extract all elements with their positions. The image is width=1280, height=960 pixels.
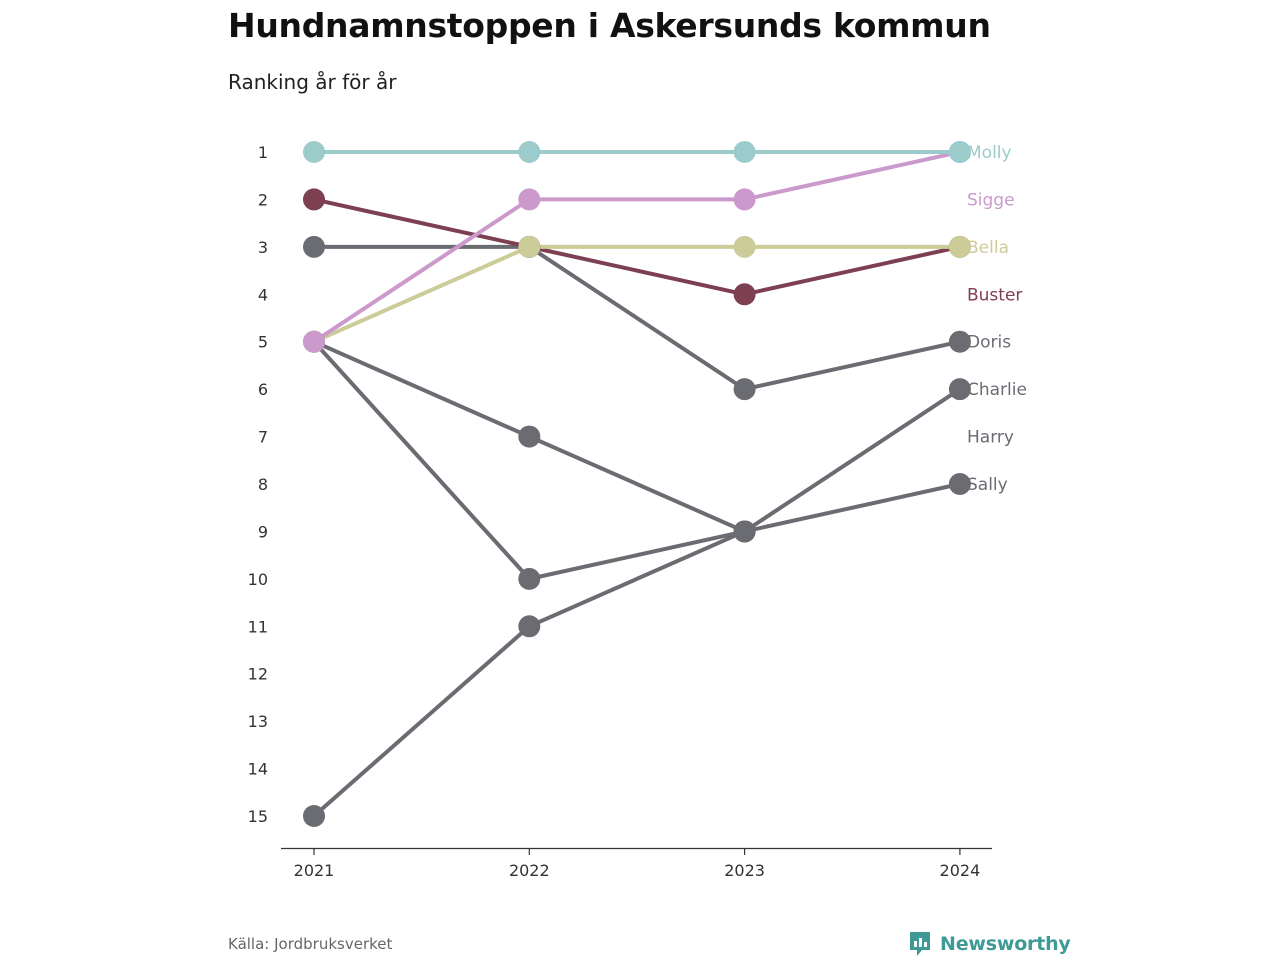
series-line-sigge xyxy=(312,150,962,344)
series-line-sally xyxy=(312,339,962,534)
point-sigge-2021 xyxy=(303,330,325,353)
end-label-bella: Bella xyxy=(967,238,1009,258)
y-tick-label-8: 8 xyxy=(258,475,268,494)
series-line-bella xyxy=(312,244,962,344)
y-tick-label-14: 14 xyxy=(248,760,268,779)
point-molly-2022 xyxy=(518,141,541,163)
y-tick-label-5: 5 xyxy=(258,333,268,352)
chart-title: Hundnamnstoppen i Askersunds kommun xyxy=(228,6,991,45)
point-bella-2024 xyxy=(948,235,971,258)
point-sally-2024 xyxy=(948,473,971,496)
y-tick-label-7: 7 xyxy=(258,428,268,447)
point-doris-2021 xyxy=(303,235,325,258)
point-sigge-2022 xyxy=(518,188,541,211)
point-sigge-2023 xyxy=(733,188,756,211)
series-points xyxy=(303,141,971,828)
end-label-harry: Harry xyxy=(967,428,1014,448)
end-labels: Molly Sigge Bella Buster Doris Charlie Harry Sa… xyxy=(967,143,1027,495)
newsworthy-logo-icon xyxy=(910,932,930,956)
y-tick-label-1: 1 xyxy=(258,143,268,162)
y-tick-label-6: 6 xyxy=(258,380,268,399)
x-tick-label-2022: 2022 xyxy=(509,861,550,880)
y-tick-label-3: 3 xyxy=(258,238,268,257)
point-molly-2023 xyxy=(733,141,756,163)
x-axis: 2021 2022 2023 2024 xyxy=(281,847,992,880)
series-line-buster xyxy=(312,197,962,297)
end-label-buster: Buster xyxy=(967,285,1022,305)
x-tick-label-2021: 2021 xyxy=(294,861,335,880)
point-charlie-2023 xyxy=(733,520,756,543)
point-doris-2023 xyxy=(733,378,756,401)
chart-subtitle: Ranking år för år xyxy=(228,70,397,94)
y-tick-label-15: 15 xyxy=(248,807,268,826)
point-sally-2022 xyxy=(518,425,541,448)
point-charlie-2021 xyxy=(303,805,325,828)
end-label-molly: Molly xyxy=(967,143,1012,163)
point-charlie-2024 xyxy=(948,378,971,401)
point-buster-2023 xyxy=(733,283,756,306)
y-tick-label-9: 9 xyxy=(258,522,268,541)
point-harry-2022 xyxy=(518,567,541,590)
brand-name: Newsworthy xyxy=(940,933,1071,955)
end-label-charlie: Charlie xyxy=(967,380,1027,400)
point-bella-2023 xyxy=(733,235,756,258)
series-line-doris xyxy=(312,244,962,392)
point-charlie-2022 xyxy=(518,615,541,638)
point-bella-2022 xyxy=(518,235,541,258)
y-tick-label-10: 10 xyxy=(248,570,268,589)
y-tick-label-2: 2 xyxy=(258,190,268,209)
y-tick-label-11: 11 xyxy=(248,617,268,636)
y-tick-label-12: 12 xyxy=(248,665,268,684)
end-label-sigge: Sigge xyxy=(967,190,1015,210)
series-line-harry xyxy=(312,339,747,581)
x-tick-label-2023: 2023 xyxy=(724,861,765,880)
y-tick-label-4: 4 xyxy=(258,285,268,304)
point-molly-2021 xyxy=(303,141,325,163)
brand-logo[interactable]: Newsworthy xyxy=(908,930,1071,958)
point-molly-2024 xyxy=(948,141,971,163)
x-tick-label-2024: 2024 xyxy=(940,861,981,880)
series-lines xyxy=(312,150,962,819)
end-label-doris: Doris xyxy=(967,333,1011,353)
y-tick-label-13: 13 xyxy=(248,712,268,731)
point-buster-2021 xyxy=(303,188,325,211)
end-label-sally: Sally xyxy=(967,475,1008,495)
point-doris-2024 xyxy=(948,330,971,353)
series-line-charlie xyxy=(312,387,962,819)
source-note: Källa: Jordbruksverket xyxy=(228,935,393,953)
